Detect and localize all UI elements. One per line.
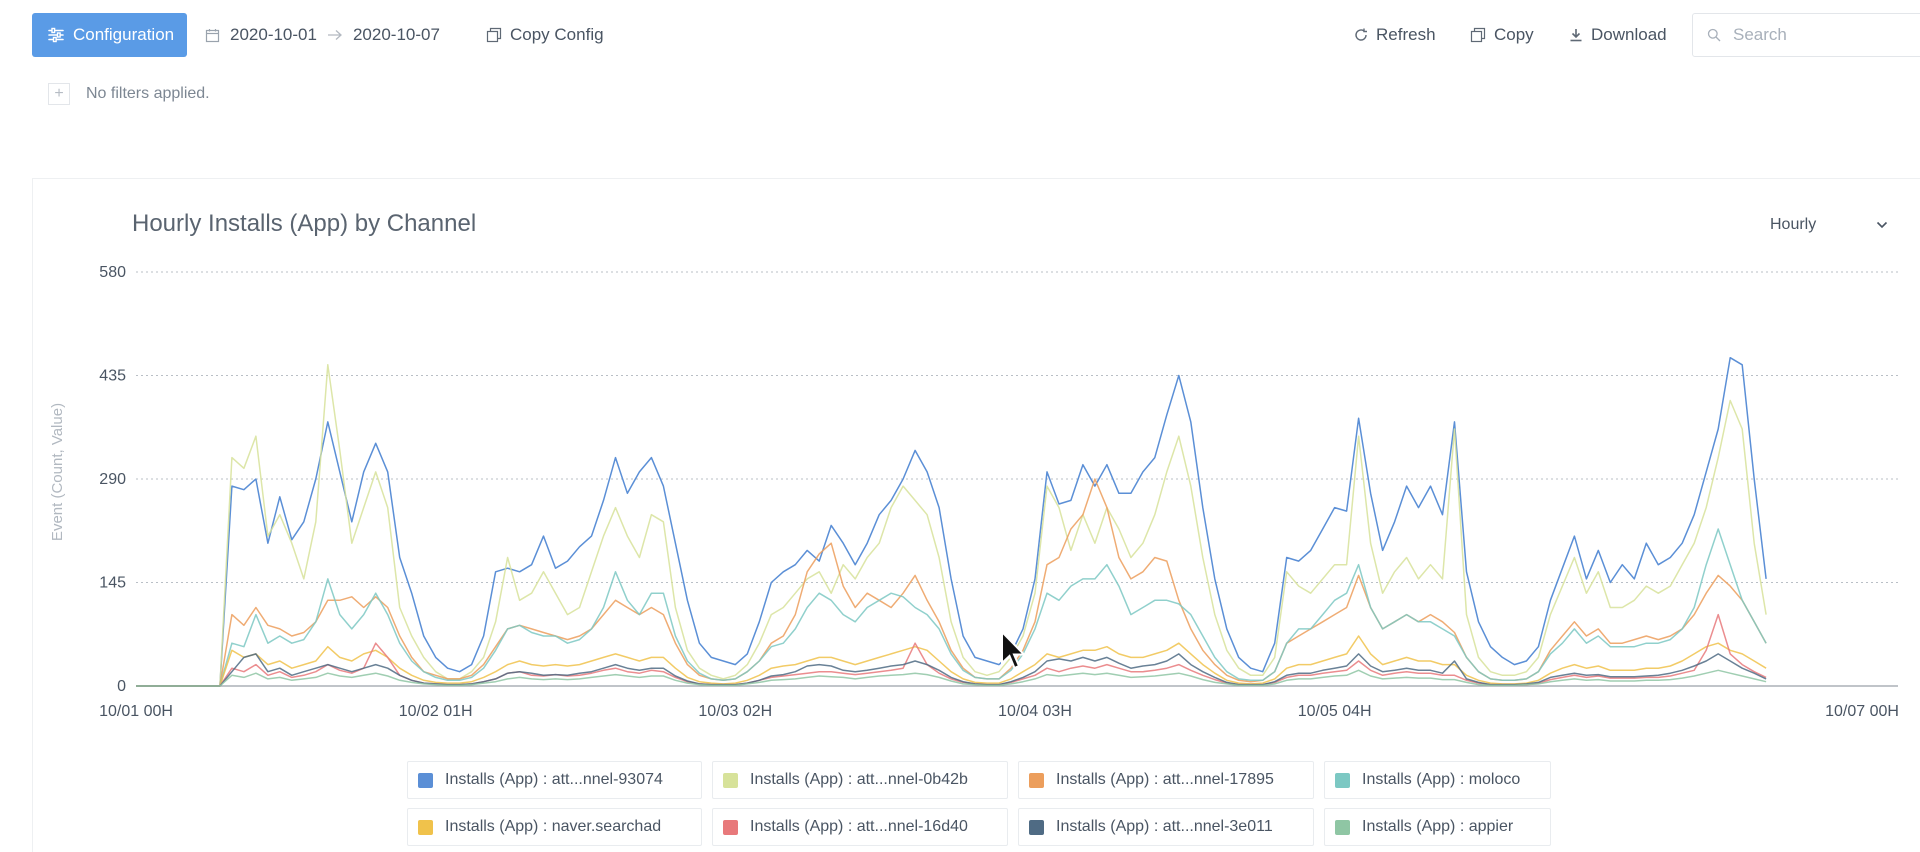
legend-swatch <box>418 772 433 788</box>
copy-icon <box>486 27 502 43</box>
legend-swatch <box>1029 819 1044 835</box>
filters-empty-text: No filters applied. <box>86 85 210 102</box>
copy-config-label: Copy Config <box>510 25 604 44</box>
download-icon <box>1570 29 1582 42</box>
y-tick-label: 145 <box>99 575 126 592</box>
x-tick-label: 10/07 00H <box>1825 703 1899 720</box>
x-tick-label: 10/03 02H <box>698 703 772 720</box>
legend-swatch <box>1029 772 1044 788</box>
refresh-button[interactable]: Refresh <box>1354 22 1436 48</box>
filter-bar: + No filters applied. <box>48 83 210 105</box>
chart-title: Hourly Installs (App) by Channel <box>132 210 477 237</box>
calendar-icon <box>205 28 220 42</box>
series-line <box>136 528 1767 687</box>
configuration-label: Configuration <box>73 25 175 44</box>
legend-swatch <box>723 772 738 788</box>
series-line <box>136 356 1767 687</box>
legend-label: Installs (App) : appier <box>1362 818 1514 835</box>
date-range-picker[interactable]: 2020-10-01 2020-10-07 <box>205 22 440 48</box>
download-button[interactable]: Download <box>1569 22 1667 48</box>
toolbar: Configuration 2020-10-01 2020-10-07 Copy… <box>0 0 1920 70</box>
legend-label: Installs (App) : att...nnel-17895 <box>1056 771 1274 788</box>
plus-icon: + <box>54 85 64 102</box>
legend-item[interactable]: Installs (App) : att...nnel-3e011 <box>1018 808 1314 846</box>
search-box[interactable] <box>1692 13 1920 57</box>
refresh-icon <box>1355 28 1367 41</box>
legend-item[interactable]: Installs (App) : att...nnel-0b42b <box>712 761 1008 799</box>
y-tick-label: 435 <box>99 368 126 385</box>
legend-label: Installs (App) : att...nnel-93074 <box>445 771 663 788</box>
legend-label: Installs (App) : att...nnel-0b42b <box>750 771 968 788</box>
legend-swatch <box>1335 819 1350 835</box>
series-line <box>136 669 1767 687</box>
line-chart: 0 145 290 435 580 10/01 00H 10/02 01H 10/03 02… <box>49 264 1899 720</box>
y-tick-label: 0 <box>117 678 126 695</box>
legend-swatch <box>1335 772 1350 788</box>
mouse-cursor-icon <box>1001 630 1026 670</box>
legend-item[interactable]: Installs (App) : att...nnel-16d40 <box>712 808 1008 846</box>
sliders-icon <box>48 27 64 43</box>
grid-lines <box>136 271 1898 687</box>
copy-button[interactable]: Copy <box>1470 22 1534 48</box>
x-tick-labels: 10/01 00H 10/02 01H 10/03 02H 10/04 03H 10/0… <box>99 703 1899 720</box>
refresh-label: Refresh <box>1376 25 1436 44</box>
y-tick-label: 290 <box>99 471 126 488</box>
copy-label: Copy <box>1494 25 1534 44</box>
legend-item[interactable]: Installs (App) : moloco <box>1324 761 1551 799</box>
chevron-down-icon <box>1876 221 1888 229</box>
legend-label: Installs (App) : moloco <box>1362 771 1521 788</box>
legend-item[interactable]: Installs (App) : att...nnel-17895 <box>1018 761 1314 799</box>
legend-label: Installs (App) : att...nnel-3e011 <box>1056 818 1273 835</box>
legend-label: Installs (App) : naver.searchad <box>445 818 662 835</box>
copy-icon <box>1470 27 1486 43</box>
y-axis-label: Event (Count, Value) <box>49 403 66 541</box>
x-tick-label: 10/01 00H <box>99 703 173 720</box>
legend-label: Installs (App) : att...nnel-16d40 <box>750 818 968 835</box>
add-filter-button[interactable]: + <box>48 83 70 105</box>
x-tick-label: 10/02 01H <box>399 703 473 720</box>
legend-item[interactable]: Installs (App) : appier <box>1324 808 1551 846</box>
search-input[interactable] <box>1731 24 1915 46</box>
chart-panel-border <box>32 178 1920 179</box>
granularity-value: Hourly <box>1770 216 1817 233</box>
arrow-right-icon <box>327 30 342 40</box>
x-tick-label: 10/05 04H <box>1298 703 1372 720</box>
legend-item[interactable]: Installs (App) : naver.searchad <box>407 808 702 846</box>
search-icon <box>1707 28 1721 42</box>
legend-swatch <box>418 819 433 835</box>
configuration-button[interactable]: Configuration <box>32 13 187 57</box>
granularity-dropdown[interactable]: Hourly <box>1770 214 1888 236</box>
copy-config-button[interactable]: Copy Config <box>486 22 604 48</box>
series-line <box>136 364 1767 687</box>
download-label: Download <box>1591 25 1667 44</box>
date-end: 2020-10-07 <box>352 25 440 44</box>
legend-item[interactable]: Installs (App) : att...nnel-93074 <box>407 761 702 799</box>
legend-swatch <box>723 819 738 835</box>
date-start: 2020-10-01 <box>230 25 317 44</box>
y-tick-labels: 0 145 290 435 580 <box>99 264 126 695</box>
x-tick-label: 10/04 03H <box>998 703 1072 720</box>
y-tick-label: 580 <box>99 264 126 281</box>
series-lines <box>136 356 1767 687</box>
chart-panel-edge <box>32 178 33 852</box>
